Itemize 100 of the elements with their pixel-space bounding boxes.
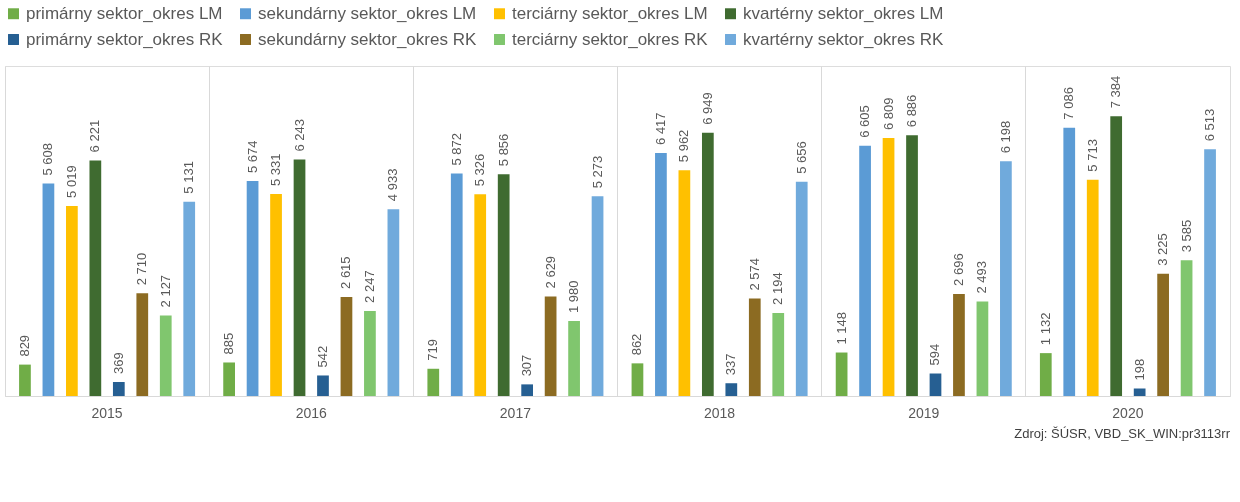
bar bbox=[882, 138, 895, 396]
bar bbox=[293, 159, 306, 396]
data-label: 6 243 bbox=[291, 119, 307, 152]
data-label: 3 225 bbox=[1155, 233, 1171, 266]
data-label: 2 710 bbox=[134, 252, 150, 286]
bar bbox=[340, 296, 353, 396]
data-label: 5 331 bbox=[268, 153, 284, 187]
bar bbox=[655, 152, 667, 396]
bar bbox=[701, 132, 714, 396]
legend-label: kvartérny sektor_okres LM bbox=[743, 3, 944, 23]
bar bbox=[89, 160, 102, 396]
bar bbox=[929, 373, 942, 396]
bar bbox=[1086, 179, 1099, 396]
data-label: 2 194 bbox=[770, 272, 786, 305]
x-tick-label: 2017 bbox=[499, 404, 532, 421]
x-tick-label: 2020 bbox=[1112, 404, 1144, 421]
data-label: 5 273 bbox=[589, 155, 605, 189]
bar bbox=[497, 174, 510, 396]
data-label: 1 132 bbox=[1037, 312, 1053, 346]
data-label: 6 809 bbox=[880, 97, 896, 131]
data-label: 5 872 bbox=[448, 133, 464, 166]
data-label: 542 bbox=[314, 345, 330, 368]
data-label: 2 574 bbox=[746, 257, 762, 291]
x-tick-label: 2015 bbox=[91, 404, 123, 421]
data-label: 5 962 bbox=[676, 129, 692, 163]
legend-label: terciárny sektor_okres LM bbox=[512, 3, 708, 23]
data-label: 885 bbox=[221, 332, 237, 355]
data-label: 594 bbox=[927, 343, 943, 366]
bar bbox=[631, 363, 644, 396]
bar bbox=[976, 301, 989, 396]
data-label: 862 bbox=[629, 333, 645, 356]
bar bbox=[66, 205, 78, 396]
data-label: 6 221 bbox=[87, 119, 103, 153]
bar bbox=[270, 194, 282, 396]
data-label: 7 384 bbox=[1108, 75, 1124, 109]
bar bbox=[1039, 353, 1052, 396]
data-label: 5 326 bbox=[472, 153, 488, 187]
data-label: 337 bbox=[723, 353, 739, 376]
data-label: 6 513 bbox=[1202, 108, 1218, 142]
data-label: 7 086 bbox=[1061, 87, 1077, 120]
data-label: 6 198 bbox=[997, 120, 1013, 154]
bar bbox=[1204, 149, 1216, 396]
bar bbox=[223, 362, 235, 396]
bar bbox=[1063, 127, 1076, 396]
bar bbox=[246, 181, 259, 396]
bar bbox=[772, 312, 785, 396]
data-label: 307 bbox=[519, 354, 535, 377]
data-label: 6 949 bbox=[699, 92, 715, 125]
text: Zdroj: ŠÚSR, VBD_SK_WIN:pr3113rr bbox=[1014, 426, 1231, 441]
data-label: 5 608 bbox=[40, 143, 56, 176]
legend-label: terciárny sektor_okres RK bbox=[512, 29, 709, 49]
legend-label: sekundárny sektor_okres RK bbox=[258, 29, 477, 49]
bar bbox=[795, 181, 808, 396]
bar bbox=[317, 375, 329, 396]
bar bbox=[136, 293, 149, 396]
data-label: 369 bbox=[110, 352, 126, 375]
x-tick-label: 2018 bbox=[704, 404, 736, 421]
data-label: 5 019 bbox=[63, 165, 79, 198]
legend-label: primárny sektor_okres RK bbox=[26, 29, 224, 49]
data-label: 2 247 bbox=[361, 270, 377, 303]
data-label: 5 856 bbox=[495, 133, 511, 167]
bar bbox=[1110, 116, 1123, 396]
data-label: 5 656 bbox=[793, 141, 809, 174]
data-label: 2 629 bbox=[542, 255, 558, 289]
data-label: 829 bbox=[16, 334, 32, 357]
bar bbox=[450, 173, 463, 396]
bar bbox=[112, 382, 125, 396]
data-label: 719 bbox=[425, 339, 441, 361]
data-label: 2 493 bbox=[974, 261, 990, 294]
x-tick-label: 2019 bbox=[908, 404, 940, 421]
data-label: 5 131 bbox=[181, 161, 197, 194]
bar bbox=[953, 293, 965, 396]
data-label: 1 980 bbox=[566, 280, 582, 314]
bar bbox=[1157, 273, 1169, 396]
bar bbox=[159, 315, 172, 396]
data-label: 5 713 bbox=[1084, 139, 1100, 172]
data-label: 2 127 bbox=[157, 274, 173, 308]
legend-label: sekundárny sektor_okres LM bbox=[258, 3, 477, 23]
bar bbox=[1000, 161, 1012, 396]
bar bbox=[835, 352, 848, 396]
data-label: 1 148 bbox=[833, 311, 849, 345]
bar bbox=[427, 368, 440, 396]
data-label: 2 696 bbox=[950, 253, 966, 286]
bar bbox=[1133, 388, 1146, 396]
bar bbox=[678, 170, 691, 396]
legend-label: primárny sektor_okres LM bbox=[26, 3, 223, 23]
bar bbox=[725, 383, 738, 396]
bar bbox=[521, 384, 534, 396]
bar bbox=[42, 183, 55, 396]
data-label: 6 605 bbox=[857, 105, 873, 138]
data-label: 3 585 bbox=[1178, 219, 1194, 253]
x-tick-label: 2016 bbox=[295, 404, 328, 421]
data-label: 6 417 bbox=[652, 112, 668, 145]
bar bbox=[19, 364, 31, 396]
bar bbox=[364, 310, 376, 396]
bar bbox=[1180, 260, 1193, 396]
bar bbox=[859, 145, 871, 396]
data-label: 5 674 bbox=[244, 140, 260, 174]
legend-label: kvartérny sektor_okres RK bbox=[743, 29, 944, 49]
data-label: 6 886 bbox=[904, 94, 920, 128]
